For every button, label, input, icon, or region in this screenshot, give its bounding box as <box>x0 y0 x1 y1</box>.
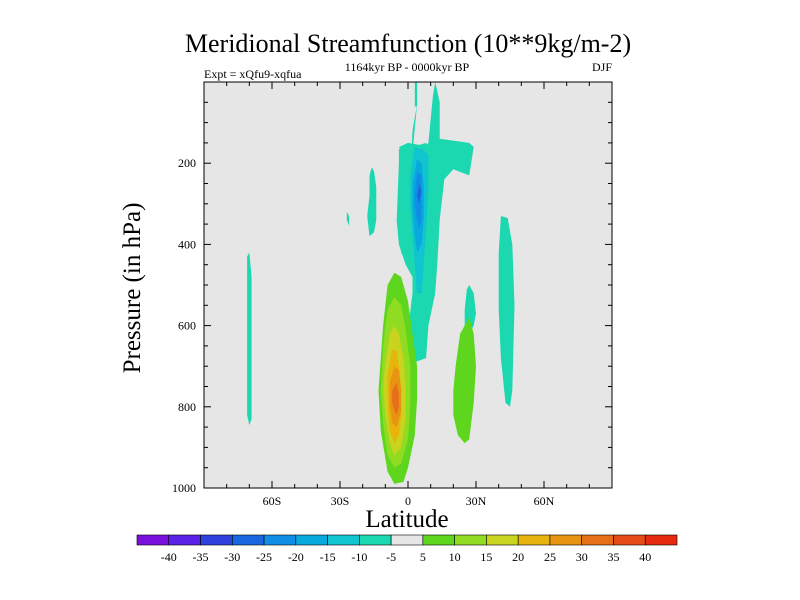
colorbar-swatch <box>359 534 392 546</box>
colorbar <box>136 534 678 546</box>
time-range-label: 1164kyr BP - 0000kyr BP <box>345 60 470 74</box>
colorbar-swatch <box>613 534 646 546</box>
colorbar-label: -25 <box>256 550 272 564</box>
colorbar-swatch <box>549 534 583 546</box>
colorbar-swatch <box>263 534 297 546</box>
x-axis-label: Latitude <box>365 506 448 533</box>
colorbar-label: 30 <box>576 550 588 564</box>
x-tick-label: 60S <box>263 494 282 508</box>
colorbar-label: -30 <box>224 550 240 564</box>
colorbar-label: -20 <box>288 550 304 564</box>
contour-layer <box>247 82 515 484</box>
colorbar-swatch <box>231 534 265 546</box>
contour-region-3 <box>367 167 377 237</box>
season-label: DJF <box>592 60 612 74</box>
y-axis-label: Pressure (in hPa) <box>119 203 146 374</box>
colorbar-label: 15 <box>480 550 492 564</box>
colorbar-swatch <box>295 534 328 546</box>
colorbar-swatch <box>136 534 170 546</box>
y-tick-label: 800 <box>178 400 196 414</box>
colorbar-labels: -40 -35 -30 -25 -20 -15 -10 -5 5 10 15 20 25 30 35 40 <box>161 550 651 564</box>
y-tick-label: 200 <box>178 156 196 170</box>
y-tick-label: 400 <box>178 237 196 251</box>
contour-region-18 <box>392 382 399 415</box>
x-tick-label: 30S <box>331 494 350 508</box>
colorbar-swatch <box>581 534 614 546</box>
x-tick-label: 60N <box>534 494 555 508</box>
colorbar-label: 5 <box>420 550 426 564</box>
colorbar-swatch <box>454 534 487 546</box>
x-tick-labels: 60S 30S 0 30N 60N <box>263 494 555 508</box>
colorbar-swatch <box>327 534 360 546</box>
y-tick-label: 600 <box>178 319 196 333</box>
contour-region-5 <box>247 252 252 426</box>
contour-region-6 <box>498 216 515 407</box>
colorbar-swatch <box>168 534 201 546</box>
contour-region-4 <box>346 211 350 227</box>
colorbar-label: -5 <box>386 550 396 564</box>
contour-region-13 <box>453 317 476 444</box>
colorbar-label: 10 <box>449 550 461 564</box>
colorbar-swatch <box>200 534 233 546</box>
axis-ticks <box>203 81 613 489</box>
colorbar-label: -35 <box>193 550 209 564</box>
colorbar-swatch <box>390 534 424 546</box>
colorbar-label: -40 <box>161 550 177 564</box>
experiment-label: Expt = xQfu9-xqfua <box>204 67 302 81</box>
colorbar-swatch <box>422 534 455 546</box>
colorbar-swatch <box>644 534 678 546</box>
contour-region-11 <box>417 183 422 204</box>
colorbar-label: 25 <box>544 550 556 564</box>
x-tick-label: 0 <box>405 494 411 508</box>
x-tick-label: 30N <box>466 494 487 508</box>
colorbar-label: -10 <box>351 550 367 564</box>
y-tick-label: 1000 <box>172 481 196 495</box>
colorbar-label: 35 <box>607 550 619 564</box>
contour-region-2 <box>414 82 418 107</box>
colorbar-label: 20 <box>512 550 524 564</box>
colorbar-label: 40 <box>639 550 651 564</box>
colorbar-swatch <box>517 534 551 546</box>
y-tick-labels: 200 400 600 800 1000 <box>172 156 196 495</box>
chart-title: Meridional Streamfunction (10**9kg/m-2) <box>185 29 631 58</box>
colorbar-label: -15 <box>320 550 336 564</box>
colorbar-swatch <box>486 534 519 546</box>
